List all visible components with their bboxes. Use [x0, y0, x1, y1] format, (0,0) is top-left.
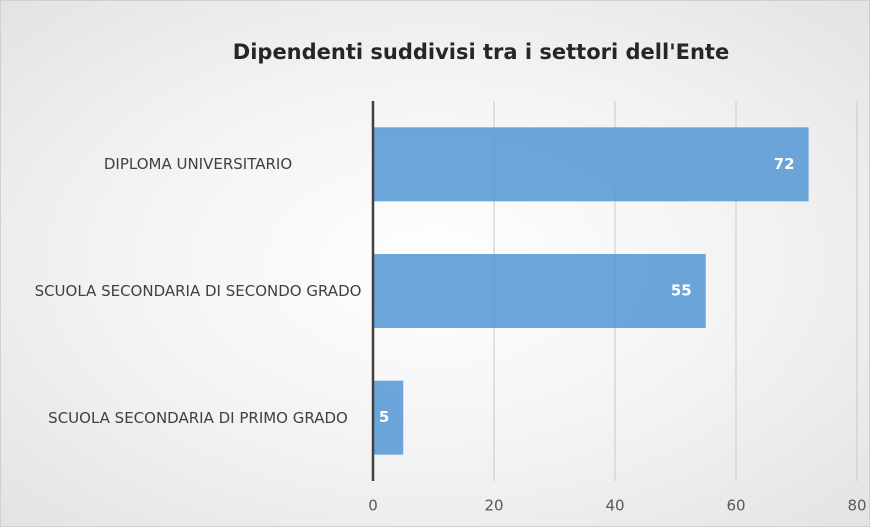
x-tick-label: 40	[605, 497, 624, 515]
y-tick-label: SCUOLA SECONDARIA DI SECONDO GRADO	[34, 282, 362, 300]
y-tick-label: SCUOLA SECONDARIA DI PRIMO GRADO	[48, 408, 348, 427]
data-label: 72	[774, 155, 795, 173]
x-tick-label: 20	[484, 497, 503, 515]
bar	[373, 127, 809, 202]
data-label: 5	[379, 408, 389, 426]
chart-title: Dipendenti suddivisi tra i settori dell'…	[233, 40, 729, 64]
data-label: 55	[671, 282, 692, 300]
x-tick-label: 0	[368, 497, 378, 515]
bar	[373, 254, 706, 328]
y-tick-label: DIPLOMA UNIVERSITARIO	[103, 155, 293, 174]
x-tick-label: 80	[847, 497, 866, 515]
x-tick-label: 60	[726, 497, 745, 515]
bar	[373, 380, 404, 455]
